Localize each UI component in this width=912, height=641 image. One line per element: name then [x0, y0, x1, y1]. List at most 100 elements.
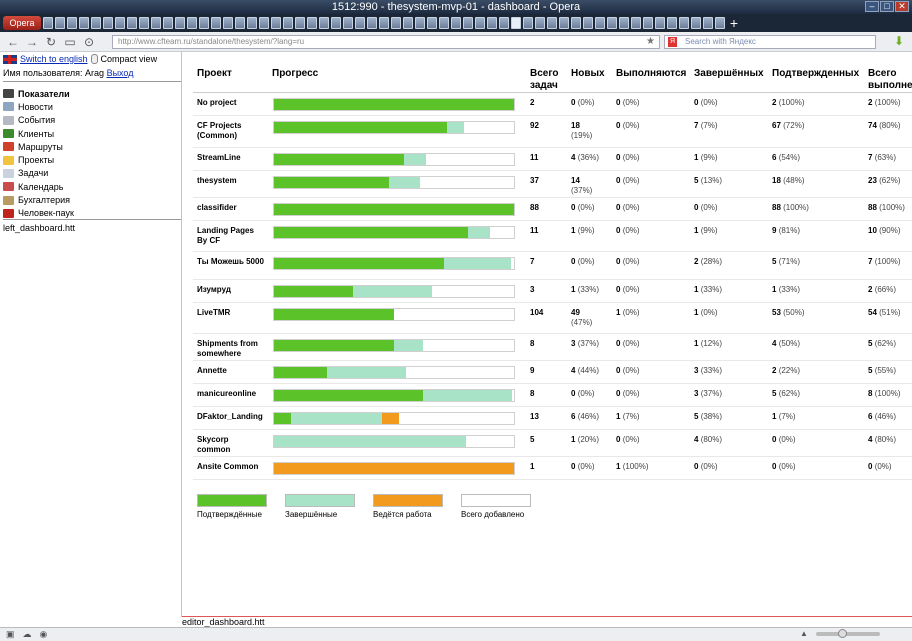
header-confirmed[interactable]: Подтвержденных [768, 64, 864, 93]
browser-tab[interactable] [571, 17, 581, 29]
project-name[interactable]: Shipments from somewhere [193, 333, 268, 361]
header-project[interactable]: Проект [193, 64, 268, 93]
browser-tab[interactable] [223, 17, 233, 29]
browser-tab[interactable] [451, 17, 461, 29]
url-input[interactable]: http://www.cfteam.ru/standalone/thesyste… [112, 35, 660, 49]
browser-tab[interactable] [247, 17, 257, 29]
project-name[interactable]: Изумруд [193, 279, 268, 303]
browser-tab[interactable] [415, 17, 425, 29]
zoom-up-icon[interactable]: ▲ [800, 629, 808, 638]
reload-icon[interactable]: ↻ [45, 34, 57, 49]
header-completed[interactable]: Завершённых [690, 64, 768, 93]
browser-tab[interactable] [343, 17, 353, 29]
browser-tab[interactable] [103, 17, 113, 29]
header-total[interactable]: Всего задач [526, 64, 567, 93]
browser-tab[interactable] [655, 17, 665, 29]
browser-tab[interactable] [607, 17, 617, 29]
browser-tab[interactable] [391, 17, 401, 29]
browser-tab[interactable] [475, 17, 485, 29]
search-input[interactable]: Я Search with Яндекс [664, 35, 876, 49]
project-name[interactable]: No project [193, 92, 268, 116]
browser-tab[interactable] [403, 17, 413, 29]
project-name[interactable]: CF Projects (Common) [193, 115, 268, 148]
project-name[interactable]: Landing Pages By CF [193, 220, 268, 252]
browser-tab[interactable] [55, 17, 65, 29]
browser-tab[interactable] [523, 17, 533, 29]
browser-tab[interactable] [175, 17, 185, 29]
sidebar-item-tasks[interactable]: Задачи [3, 167, 74, 180]
browser-tab[interactable] [79, 17, 89, 29]
browser-tab[interactable] [271, 17, 281, 29]
browser-tab[interactable] [679, 17, 689, 29]
sidebar-item-projects[interactable]: Проекты [3, 153, 74, 166]
browser-tab[interactable] [535, 17, 545, 29]
browser-tab[interactable] [67, 17, 77, 29]
browser-tab[interactable] [619, 17, 629, 29]
panel-toggle-icon[interactable]: ▣ [6, 629, 15, 639]
browser-tab[interactable] [295, 17, 305, 29]
sidebar-item-calendar[interactable]: Календарь [3, 180, 74, 193]
project-name[interactable]: classifider [193, 197, 268, 221]
browser-tab[interactable] [691, 17, 701, 29]
browser-tab[interactable] [127, 17, 137, 29]
browser-tab[interactable] [547, 17, 557, 29]
project-name[interactable]: LiveTMR [193, 302, 268, 334]
browser-tab[interactable] [199, 17, 209, 29]
browser-tab[interactable] [583, 17, 593, 29]
sidebar-item-dashboard[interactable]: Показатели [3, 87, 74, 100]
browser-tab[interactable] [427, 17, 437, 29]
cloud-icon[interactable]: ☁ [22, 629, 32, 639]
browser-tab[interactable] [355, 17, 365, 29]
browser-tab[interactable] [283, 17, 293, 29]
browser-tab[interactable] [595, 17, 605, 29]
sidebar-item-news[interactable]: Новости [3, 100, 74, 113]
browser-tab[interactable] [499, 17, 509, 29]
project-name[interactable]: Ты Можешь 5000 [193, 251, 268, 280]
browser-tab[interactable] [463, 17, 473, 29]
project-name[interactable]: DFaktor_Landing [193, 406, 268, 430]
browser-tab[interactable] [259, 17, 269, 29]
browser-tab[interactable] [307, 17, 317, 29]
security-icon[interactable]: ⊙ [83, 34, 95, 49]
browser-tab[interactable] [667, 17, 677, 29]
compact-view-checkbox[interactable] [90, 54, 98, 64]
browser-tab[interactable] [139, 17, 149, 29]
header-in-progress[interactable]: Выполняются [612, 64, 690, 93]
browser-tab[interactable] [631, 17, 641, 29]
browser-tab[interactable] [187, 17, 197, 29]
new-tab-button[interactable]: + [729, 15, 739, 31]
opera-menu-button[interactable]: Opera [3, 16, 41, 30]
sidebar-item-spiderman[interactable]: Человек-паук [3, 207, 74, 220]
browser-tab[interactable] [91, 17, 101, 29]
browser-tab[interactable] [487, 17, 497, 29]
project-name[interactable]: StreamLine [193, 147, 268, 171]
browser-tab[interactable] [43, 17, 53, 29]
project-name[interactable]: thesystem [193, 170, 268, 198]
minimize-button[interactable]: – [865, 1, 879, 12]
browser-tab[interactable] [367, 17, 377, 29]
browser-tab[interactable] [559, 17, 569, 29]
header-progress[interactable]: Прогресс [268, 64, 526, 93]
speed-dial-icon[interactable]: ▭ [64, 34, 76, 49]
zoom-slider[interactable] [816, 629, 880, 638]
sidebar-item-accounting[interactable]: Бухгалтерия [3, 193, 74, 206]
browser-tab[interactable] [151, 17, 161, 29]
zoom-knob[interactable] [838, 629, 847, 638]
project-name[interactable]: manicureonline [193, 383, 268, 407]
close-button[interactable]: ✕ [895, 1, 909, 12]
browser-tab[interactable] [715, 17, 725, 29]
sidebar-item-routes[interactable]: Маршруты [3, 140, 74, 153]
browser-tab[interactable] [319, 17, 329, 29]
forward-icon[interactable]: → [26, 34, 38, 49]
header-new[interactable]: Новых [567, 64, 612, 93]
switch-english-link[interactable]: Switch to english [20, 54, 88, 64]
browser-tab[interactable] [163, 17, 173, 29]
browser-tab[interactable] [331, 17, 341, 29]
browser-tab[interactable] [643, 17, 653, 29]
header-total-done[interactable]: Всего выполнено [864, 64, 912, 93]
logout-link[interactable]: Выход [106, 68, 134, 78]
browser-tab[interactable] [235, 17, 245, 29]
browser-tab[interactable] [379, 17, 389, 29]
back-icon[interactable]: ← [7, 34, 19, 49]
sidebar-item-clients[interactable]: Клиенты [3, 127, 74, 140]
